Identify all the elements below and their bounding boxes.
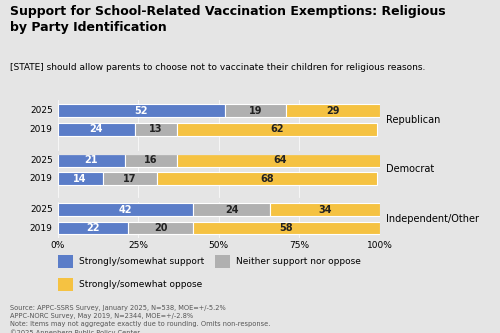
- Text: 14: 14: [74, 173, 87, 183]
- Bar: [177, 123, 377, 136]
- Text: 34: 34: [318, 205, 332, 215]
- Text: 52: 52: [134, 106, 148, 116]
- Text: 62: 62: [270, 124, 283, 134]
- Text: 68: 68: [260, 173, 274, 183]
- Text: [STATE] should allow parents to choose not to vaccinate their children for relig: [STATE] should allow parents to choose n…: [10, 63, 426, 72]
- Bar: [102, 172, 158, 185]
- Text: Strongly/somewhat oppose: Strongly/somewhat oppose: [78, 280, 202, 289]
- Text: 16: 16: [144, 155, 158, 165]
- Text: 13: 13: [149, 124, 162, 134]
- Text: Strongly/somewhat support: Strongly/somewhat support: [78, 257, 204, 266]
- Text: 58: 58: [280, 223, 293, 233]
- Text: 2019: 2019: [30, 125, 52, 134]
- Text: 2025: 2025: [30, 156, 52, 165]
- Bar: [135, 123, 177, 136]
- Bar: [58, 154, 125, 167]
- Text: 2025: 2025: [30, 205, 52, 214]
- Bar: [225, 105, 286, 117]
- Bar: [125, 154, 177, 167]
- Bar: [158, 172, 377, 185]
- Text: Source: APPC-SSRS Survey, January 2025, N=538, MOE=+/-5.2%
APPC-NORC Survey, May: Source: APPC-SSRS Survey, January 2025, …: [10, 305, 270, 333]
- Text: 17: 17: [124, 173, 137, 183]
- Text: Independent/Other: Independent/Other: [386, 214, 480, 224]
- Bar: [58, 123, 135, 136]
- Text: 20: 20: [154, 223, 168, 233]
- Bar: [286, 105, 380, 117]
- Text: 19: 19: [249, 106, 262, 116]
- Text: 42: 42: [118, 205, 132, 215]
- Text: Neither support nor oppose: Neither support nor oppose: [236, 257, 361, 266]
- Bar: [58, 222, 128, 234]
- Text: 64: 64: [274, 155, 287, 165]
- Text: 29: 29: [326, 106, 340, 116]
- Text: 22: 22: [86, 223, 100, 233]
- Text: 24: 24: [90, 124, 103, 134]
- Text: Democrat: Democrat: [386, 165, 434, 174]
- Text: Support for School-Related Vaccination Exemptions: Religious
by Party Identifica: Support for School-Related Vaccination E…: [10, 5, 446, 34]
- Bar: [58, 105, 225, 117]
- Text: 24: 24: [225, 205, 238, 215]
- Text: Republican: Republican: [386, 115, 441, 125]
- Bar: [270, 203, 380, 216]
- Bar: [128, 222, 193, 234]
- Bar: [193, 203, 270, 216]
- Text: 2019: 2019: [30, 174, 52, 183]
- Text: 2025: 2025: [30, 106, 52, 115]
- Bar: [193, 222, 380, 234]
- Text: 21: 21: [84, 155, 98, 165]
- Bar: [58, 203, 193, 216]
- Bar: [58, 172, 102, 185]
- Bar: [177, 154, 383, 167]
- Text: 2019: 2019: [30, 223, 52, 232]
